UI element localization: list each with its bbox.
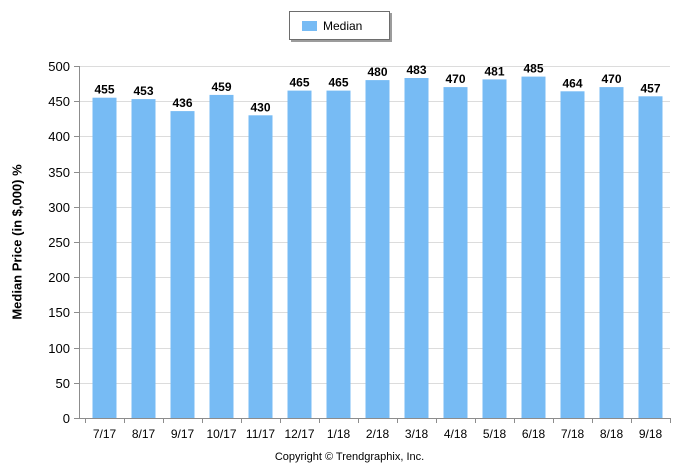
x-tick-label: 9/17 [171, 427, 195, 441]
bar-7-18 [560, 91, 585, 419]
x-tick-label: 8/18 [600, 427, 624, 441]
y-tick-label: 250 [48, 235, 70, 250]
bar-1-18 [326, 90, 351, 418]
x-tick-label: 3/18 [405, 427, 429, 441]
x-tick-label: 2/18 [366, 427, 390, 441]
x-tick-label: 6/18 [522, 427, 546, 441]
data-label: 436 [172, 96, 192, 110]
data-label: 481 [484, 64, 504, 78]
data-label: 464 [562, 76, 582, 90]
legend-swatch-median [302, 20, 317, 31]
x-tick-label: 1/18 [327, 427, 351, 441]
bar-7-17 [92, 97, 117, 418]
bar-10-17 [209, 94, 234, 419]
y-tick-label: 400 [48, 129, 70, 144]
data-label: 465 [289, 76, 309, 90]
data-label: 483 [406, 63, 426, 77]
x-tick-label: 10/17 [206, 427, 236, 441]
bars [92, 76, 663, 419]
y-tick-label: 450 [48, 94, 70, 109]
data-label: 465 [328, 76, 348, 90]
bar-12-17 [287, 90, 312, 418]
x-tick-label: 11/17 [246, 427, 275, 441]
bar-3-18 [404, 78, 429, 418]
bar-8-17 [131, 99, 156, 418]
data-label: 470 [601, 72, 621, 86]
data-label: 485 [523, 62, 543, 76]
bar-4-18 [443, 87, 468, 418]
y-tick-label: 300 [48, 200, 70, 215]
x-tick-label: 12/17 [284, 427, 314, 441]
data-labels: 455 453 436 459 430 465 465 480 483 470 481 485 464 4… [94, 62, 660, 115]
y-axis-title: Median Price (in $,000) % [9, 164, 25, 320]
legend-label-median: Median [323, 18, 363, 33]
x-tick-label: 4/18 [444, 427, 468, 441]
axes: 0 50 100 150 200 250 300 350 400 450 500 7/17 8/17 9/… [48, 59, 671, 441]
x-tick-label: 7/17 [93, 427, 117, 441]
x-tick-label: 8/17 [132, 427, 156, 441]
data-label: 430 [250, 100, 270, 114]
y-tick-label: 0 [63, 411, 70, 426]
data-label: 457 [640, 81, 660, 95]
data-label: 459 [211, 80, 231, 94]
y-tick-label: 350 [48, 165, 70, 180]
bar-9-17 [170, 111, 195, 418]
bar-5-18 [482, 79, 507, 419]
bar-9-18 [638, 96, 663, 419]
y-tick-label: 200 [48, 270, 70, 285]
data-label: 453 [133, 84, 153, 98]
data-label: 480 [367, 65, 387, 79]
copyright-text: Copyright © Trendgraphix, Inc. [274, 451, 425, 463]
y-tick-label: 100 [48, 341, 70, 356]
bar-2-18 [365, 80, 390, 418]
x-tick-label: 9/18 [639, 427, 663, 441]
legend: Median [289, 11, 390, 40]
data-label: 455 [94, 83, 114, 97]
x-tick-label: 7/18 [561, 427, 585, 441]
bar-8-18 [599, 87, 624, 418]
y-tick-label: 150 [48, 305, 70, 320]
bar-6-18 [521, 76, 546, 418]
data-label: 470 [445, 72, 465, 86]
bar-11-17 [248, 115, 273, 419]
x-tick-label: 5/18 [483, 427, 507, 441]
y-tick-label: 500 [48, 59, 70, 74]
y-tick-label: 50 [56, 376, 70, 391]
